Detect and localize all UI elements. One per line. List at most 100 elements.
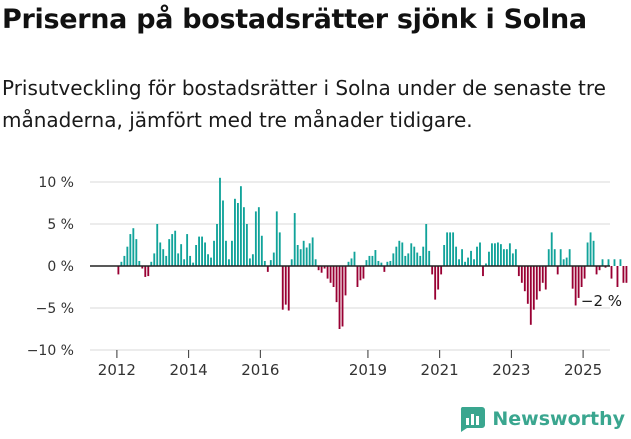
bar <box>234 198 236 266</box>
bar <box>586 242 589 266</box>
bar <box>595 266 598 275</box>
bar <box>183 259 186 266</box>
bar <box>443 245 446 266</box>
bar <box>467 257 469 266</box>
bar <box>204 242 206 266</box>
y-tick-label: −10 % <box>27 343 74 359</box>
bar <box>225 240 227 266</box>
x-tick-label: 2012 <box>98 361 136 379</box>
bar <box>389 260 392 266</box>
bar <box>144 266 147 277</box>
bar <box>473 259 475 266</box>
bar <box>162 249 165 266</box>
bar <box>365 260 368 266</box>
bar <box>126 246 129 266</box>
y-axis: 10 % 5 % 0 % −5 % −10 % <box>27 175 74 359</box>
bar <box>547 249 550 266</box>
x-axis: 2012 2014 2016 2019 2021 2023 2025 <box>98 350 602 379</box>
bar <box>156 224 159 266</box>
newsworthy-logo-icon <box>461 407 486 432</box>
bar <box>201 236 203 266</box>
bar <box>610 266 613 279</box>
bar <box>526 266 529 304</box>
bar <box>171 234 174 266</box>
bar <box>556 266 559 275</box>
chart-title: Priserna på bostadsrätter sjönk i Solna <box>2 4 587 35</box>
bar <box>305 247 308 266</box>
bar <box>502 249 505 266</box>
bar <box>398 240 401 266</box>
bar <box>228 259 230 266</box>
bar <box>622 266 625 283</box>
bar <box>529 266 532 325</box>
bar <box>416 252 419 266</box>
bar <box>553 249 556 266</box>
bar <box>141 266 144 269</box>
bar <box>335 266 338 303</box>
bar <box>177 253 180 266</box>
bar <box>508 243 511 266</box>
bar <box>266 266 269 272</box>
bar <box>272 252 275 266</box>
bar <box>377 260 380 266</box>
x-tick-label: 2019 <box>349 361 387 379</box>
bar <box>308 243 311 266</box>
bar <box>440 266 443 275</box>
bar <box>168 239 171 266</box>
bar <box>251 254 254 266</box>
bar <box>464 261 466 266</box>
bar <box>129 234 132 266</box>
bar <box>245 224 248 266</box>
bar <box>538 266 541 292</box>
bar <box>260 235 263 266</box>
bar <box>192 262 195 266</box>
bar <box>383 266 386 272</box>
bar <box>431 266 434 275</box>
bar <box>359 266 362 281</box>
bar <box>407 253 410 266</box>
x-tick-label: 2025 <box>564 361 602 379</box>
bar <box>314 259 317 266</box>
bar <box>290 259 293 266</box>
bar <box>455 246 458 266</box>
bar <box>497 242 499 266</box>
bar <box>254 211 257 266</box>
bar <box>332 266 335 287</box>
bar <box>216 224 218 266</box>
y-tick-label: 10 % <box>38 175 74 191</box>
bar <box>210 257 212 266</box>
bar <box>613 259 616 266</box>
bar <box>317 266 320 271</box>
grid-lines <box>90 181 610 351</box>
bar <box>278 232 281 266</box>
y-tick-label: −5 % <box>36 301 74 317</box>
bar <box>461 249 463 266</box>
bar <box>535 266 538 300</box>
bar <box>413 246 416 266</box>
bar <box>458 259 460 266</box>
bar <box>153 253 156 266</box>
bar <box>257 207 260 266</box>
bar <box>589 232 592 266</box>
bar <box>248 258 251 266</box>
bar <box>326 266 329 279</box>
bar <box>494 243 496 266</box>
bar <box>607 259 610 266</box>
bar <box>404 255 407 266</box>
newsworthy-logo: Newsworthy <box>458 405 625 433</box>
bar <box>577 266 580 298</box>
bar <box>482 266 484 277</box>
bar <box>195 245 198 266</box>
bar <box>374 250 377 266</box>
bar <box>207 254 209 266</box>
x-tick-label: 2016 <box>241 361 279 379</box>
bar <box>410 243 413 266</box>
bar <box>123 255 126 266</box>
bar <box>222 200 224 266</box>
bar <box>147 266 150 277</box>
bar <box>362 266 365 279</box>
bar <box>281 266 284 310</box>
bar <box>386 261 389 266</box>
bar <box>437 266 440 290</box>
